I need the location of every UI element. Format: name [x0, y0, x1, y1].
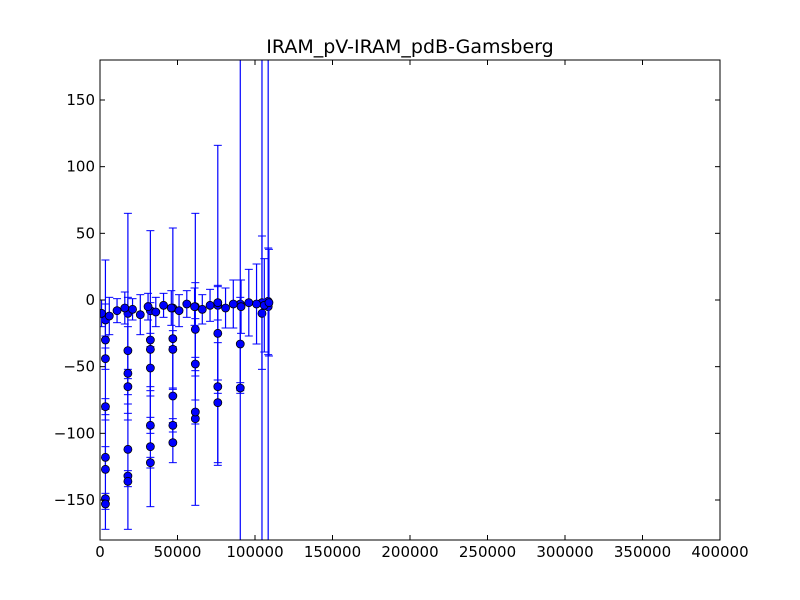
data-point	[151, 307, 161, 317]
data-point	[145, 344, 155, 354]
data-point	[190, 324, 200, 334]
data-point	[123, 476, 133, 486]
data-point	[101, 452, 110, 462]
data-point	[123, 368, 133, 378]
data-point	[120, 303, 130, 313]
data-point	[145, 458, 155, 468]
data-point	[159, 300, 168, 310]
data-point	[145, 335, 155, 345]
data-point	[213, 328, 223, 338]
y-tick-label: −100	[54, 424, 95, 442]
data-point	[168, 344, 178, 354]
data-point	[235, 383, 245, 393]
x-tick-label: 400000	[691, 543, 748, 561]
data-point	[190, 302, 199, 312]
data-point	[244, 298, 254, 308]
y-tick-label: 150	[66, 91, 95, 109]
x-tick-label: 150000	[304, 543, 361, 561]
x-tick-label: 50000	[154, 543, 202, 561]
data-point	[168, 438, 178, 448]
y-tick-label: 100	[66, 158, 95, 176]
data-point	[228, 299, 238, 309]
data-point	[101, 402, 110, 412]
data-point	[190, 359, 200, 369]
x-tick-label: 350000	[614, 543, 671, 561]
data-point	[236, 302, 246, 312]
data-point	[252, 299, 261, 309]
data-point	[112, 306, 122, 316]
y-axis: −150 −100 −50 0 50 100 150	[54, 91, 720, 509]
data-point	[100, 308, 106, 318]
data-point	[221, 303, 230, 313]
data-point	[101, 499, 110, 509]
chart-title: IRAM_pV-IRAM_pdB-Gamsberg	[266, 36, 553, 58]
data-point	[145, 363, 155, 373]
data-point	[143, 302, 153, 312]
data-point	[213, 398, 223, 408]
data-point	[205, 300, 215, 310]
data-point	[174, 306, 184, 316]
data-point	[123, 444, 133, 454]
data-point	[123, 346, 133, 356]
y-tick-label: −50	[63, 358, 95, 376]
x-tick-label: 300000	[536, 543, 593, 561]
data-point	[213, 382, 223, 392]
data-point	[182, 299, 192, 309]
data-point	[123, 382, 133, 392]
y-tick-label: 0	[85, 291, 95, 309]
data-point	[168, 334, 178, 344]
y-tick-label: −150	[54, 491, 95, 509]
data-point	[145, 420, 155, 430]
data-point	[168, 391, 178, 401]
data-series	[100, 248, 274, 357]
data-point	[128, 304, 137, 314]
data-point	[166, 303, 176, 313]
data-point	[190, 407, 200, 417]
x-tick-label: 100000	[226, 543, 283, 561]
data-point	[213, 298, 223, 308]
data-point	[104, 311, 114, 321]
data-point	[235, 339, 245, 349]
x-tick-label: 250000	[459, 543, 516, 561]
data-point	[145, 442, 155, 452]
data-point	[135, 310, 145, 320]
y-tick-label: 50	[76, 224, 95, 242]
data-point	[264, 298, 274, 308]
x-tick-label: 200000	[381, 543, 438, 561]
data-point	[101, 335, 110, 345]
data-point	[197, 304, 207, 314]
plot-area	[100, 60, 274, 540]
x-tick-label: 0	[95, 543, 105, 561]
x-axis: 0 50000 100000 150000 200000 250000 300000 3500…	[95, 60, 749, 561]
data-point	[101, 464, 110, 474]
data-point	[168, 420, 178, 430]
data-point	[101, 354, 110, 364]
